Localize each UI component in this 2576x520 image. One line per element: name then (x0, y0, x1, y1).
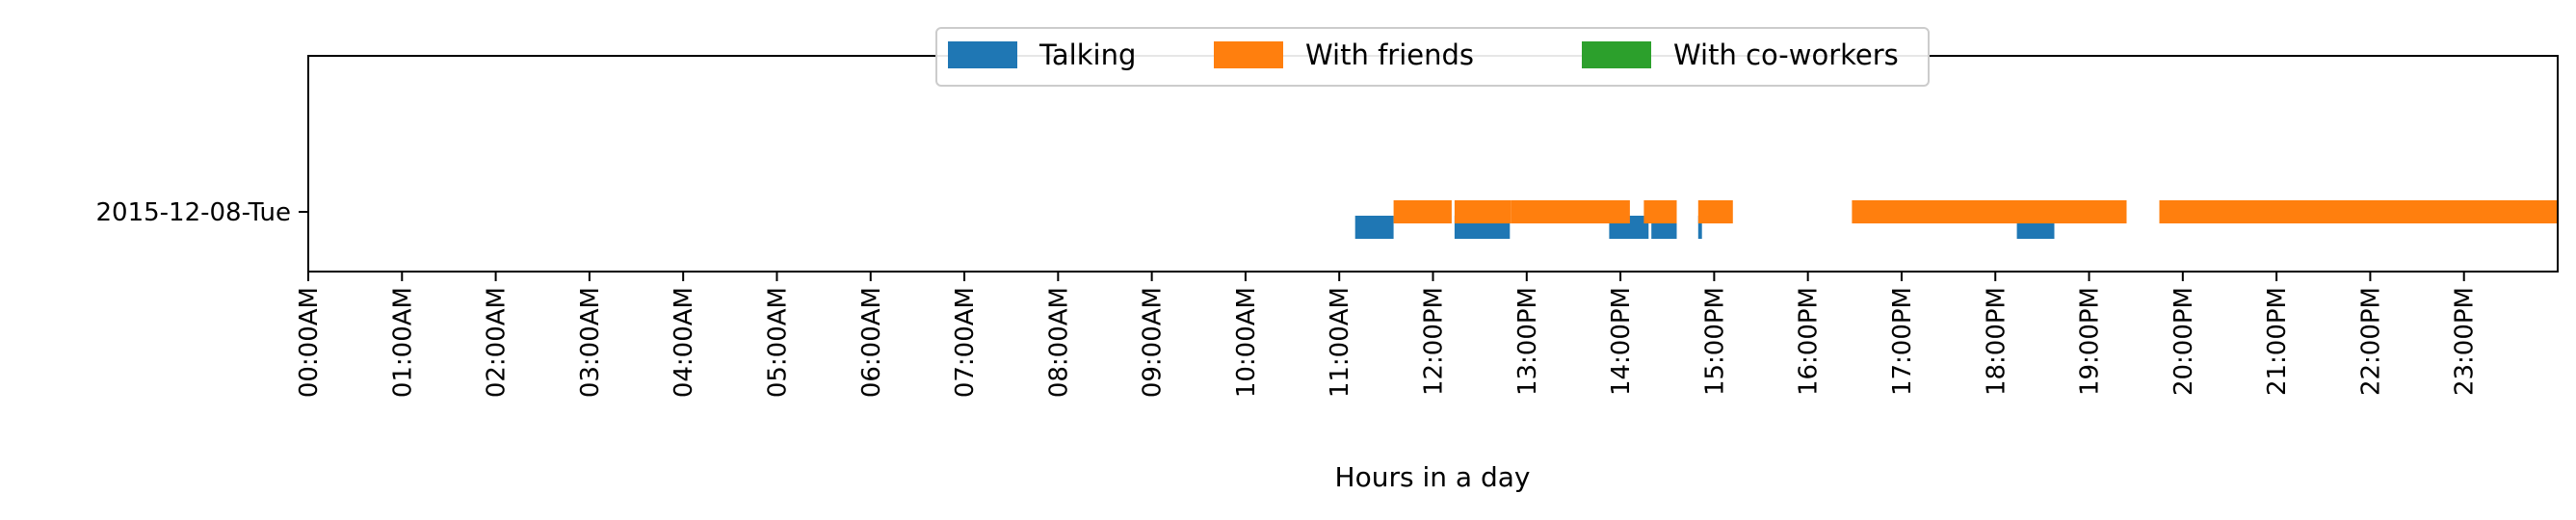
x-tick-label: 04:00AM (670, 287, 698, 398)
legend-swatch-with-co-workers (1582, 41, 1651, 68)
x-axis-label: Hours in a day (1335, 461, 1531, 493)
x-tick-label: 11:00AM (1326, 287, 1354, 398)
y-axis: 2015-12-08-Tue (95, 198, 308, 227)
bar-with-friends-3 (1643, 200, 1677, 223)
bar-with-friends-2 (1511, 200, 1630, 223)
x-tick-label: 12:00PM (1420, 287, 1449, 396)
bar-talking-0 (1354, 216, 1394, 239)
x-tick-label: 18:00PM (1982, 287, 2011, 396)
bar-with-friends-6 (2159, 200, 2558, 223)
legend-label: With co-workers (1673, 39, 1899, 71)
legend-label: With friends (1305, 39, 1474, 71)
y-tick-label: 2015-12-08-Tue (95, 198, 291, 227)
x-tick-label: 14:00PM (1607, 287, 1636, 396)
x-tick-label: 08:00AM (1044, 287, 1073, 398)
x-tick-label: 10:00AM (1232, 287, 1261, 398)
x-tick-label: 15:00PM (1700, 287, 1729, 396)
x-tick-label: 09:00AM (1139, 287, 1168, 398)
x-tick-label: 17:00PM (1888, 287, 1917, 396)
legend-label: Talking (1038, 39, 1136, 71)
plot-frame (307, 55, 2559, 273)
x-tick-label: 01:00AM (388, 287, 417, 398)
legend-swatch-talking (948, 41, 1017, 68)
x-tick-label: 23:00PM (2451, 287, 2480, 396)
x-tick-label: 16:00PM (1795, 287, 1824, 396)
x-tick-label: 21:00PM (2263, 287, 2292, 396)
legend-swatch-with-friends (1214, 41, 1283, 68)
x-tick-label: 22:00PM (2356, 287, 2385, 396)
x-tick-label: 20:00PM (2169, 287, 2198, 396)
x-tick-label: 19:00PM (2076, 287, 2105, 396)
x-tick-label: 05:00AM (763, 287, 792, 398)
bar-with-friends-0 (1393, 200, 1452, 223)
bars-layer (1354, 200, 2558, 239)
legend-box (935, 27, 1930, 87)
x-tick-label: 06:00AM (857, 287, 886, 398)
bar-with-friends-4 (1697, 200, 1733, 223)
x-tick-label: 03:00AM (576, 287, 605, 398)
x-tick-label: 13:00PM (1513, 287, 1542, 396)
x-tick-label: 00:00AM (295, 287, 324, 398)
bar-talking-4 (1697, 216, 1702, 239)
x-axis: 00:00AM 01:00AM 02:00AM 03:00AM 04:00AM 05:00… (295, 272, 2480, 398)
x-tick-label: 07:00AM (951, 287, 980, 398)
bar-with-friends-5 (1852, 200, 2127, 223)
bar-with-friends-1 (1454, 200, 1511, 223)
x-tick-label: 02:00AM (483, 287, 512, 398)
legend: Talking With friends With co-workers (935, 27, 1930, 87)
